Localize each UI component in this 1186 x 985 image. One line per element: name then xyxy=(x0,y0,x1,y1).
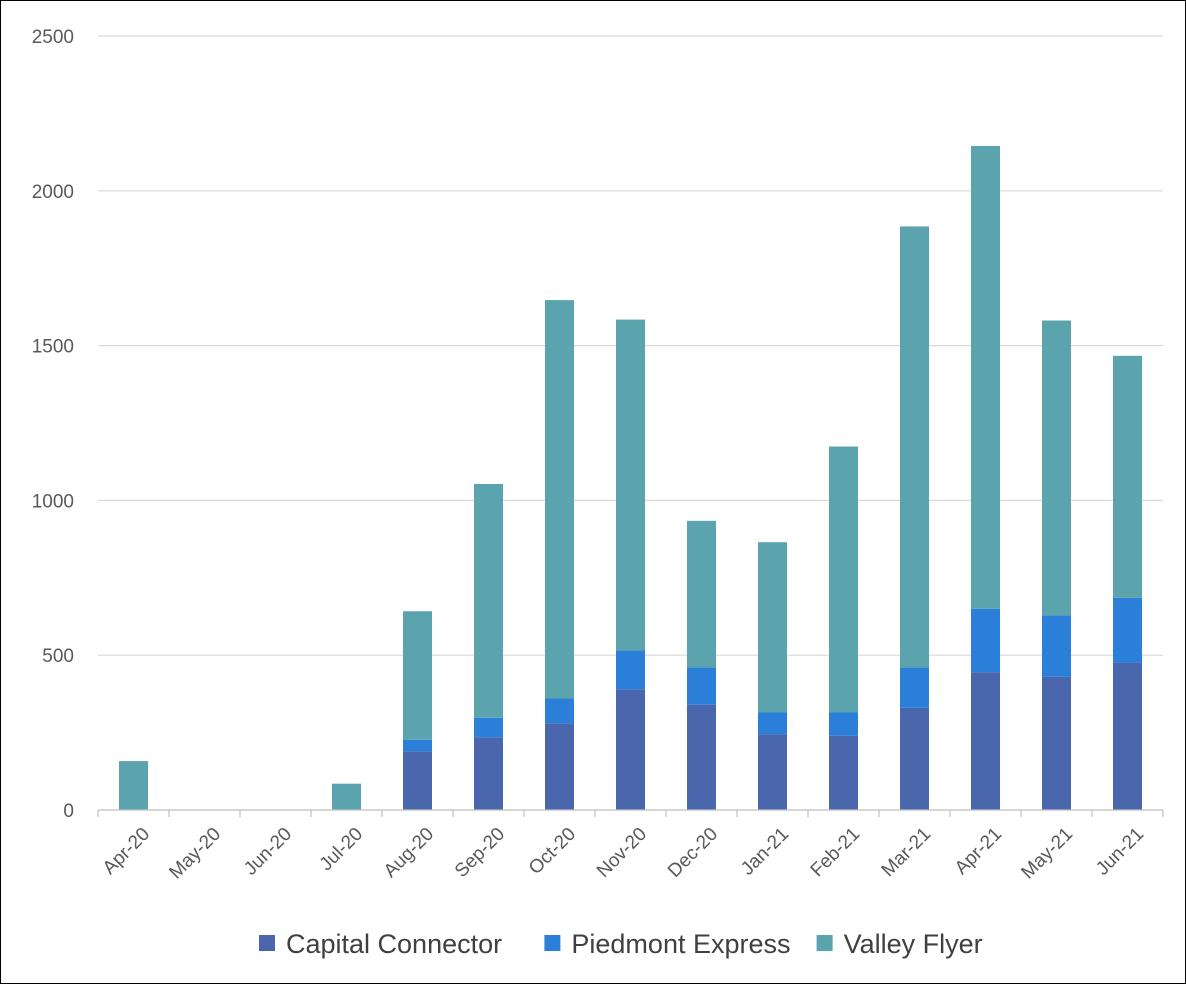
legend-swatch xyxy=(544,935,561,951)
y-tick-label: 1500 xyxy=(32,337,74,358)
bar-segment xyxy=(971,608,1000,673)
bar-segment xyxy=(829,712,858,736)
legend-item: Piedmont Express xyxy=(544,929,791,959)
y-axis-tick-labels: 0 500 1000 1500 2000 2500 xyxy=(32,27,74,822)
bar-segment xyxy=(1113,662,1142,810)
bar-segment xyxy=(900,667,929,708)
bar-segment xyxy=(545,300,574,699)
bar-segment xyxy=(971,672,1000,810)
y-tick-label: 500 xyxy=(42,646,74,667)
bar-segment xyxy=(474,717,503,738)
bar-segment xyxy=(474,483,503,718)
x-tick-label: May-20 xyxy=(165,824,225,884)
bar-segment xyxy=(900,226,929,668)
y-tick-label: 1000 xyxy=(32,491,74,512)
y-tick-label: 0 xyxy=(63,801,74,822)
bar-segment xyxy=(758,734,787,810)
bar-segment xyxy=(616,319,645,651)
bar-segment xyxy=(687,704,716,810)
bar-segment xyxy=(403,751,432,810)
bar-segment xyxy=(403,611,432,740)
bar-segment xyxy=(119,761,148,810)
bars xyxy=(119,145,1142,810)
bar-segment xyxy=(1113,355,1142,598)
bar-segment xyxy=(545,698,574,724)
bar-segment xyxy=(1042,320,1071,616)
bar-segment xyxy=(758,542,787,713)
bar-segment xyxy=(687,667,716,705)
bar-segment xyxy=(616,689,645,810)
x-tick-label: Jun-20 xyxy=(240,824,296,880)
x-tick-label: Jan-21 xyxy=(737,824,793,880)
x-tick-label: Aug-20 xyxy=(380,824,438,882)
x-tick-label: Dec-20 xyxy=(664,824,722,882)
bar-segment xyxy=(1113,597,1142,663)
legend-label: Piedmont Express xyxy=(571,929,790,959)
bar-segment xyxy=(1042,615,1071,677)
x-axis-tick-labels: Apr-20 May-20 Jun-20 Jul-20 Aug-20 Sep-20 Oct-… xyxy=(99,824,1148,884)
bar-segment xyxy=(545,723,574,810)
legend-label: Valley Flyer xyxy=(844,929,983,959)
x-axis xyxy=(97,809,1164,817)
x-tick-label: Oct-20 xyxy=(525,824,580,879)
bar-segment xyxy=(829,446,858,713)
x-tick-label: Jul-20 xyxy=(316,824,367,875)
x-tick-label: Apr-20 xyxy=(99,824,154,879)
legend-swatch xyxy=(259,935,275,951)
bar-segment xyxy=(758,712,787,735)
bar-segment xyxy=(474,737,503,810)
bar-segment xyxy=(616,650,645,690)
x-tick-label: Sep-20 xyxy=(451,824,509,882)
bar-segment xyxy=(829,735,858,810)
y-tick-label: 2000 xyxy=(32,182,74,203)
x-tick-label: May-21 xyxy=(1017,824,1077,884)
legend-label: Capital Connector xyxy=(286,929,502,959)
bar-segment xyxy=(403,739,432,752)
x-tick-label: Jun-21 xyxy=(1092,824,1148,880)
x-tick-label: Nov-20 xyxy=(593,824,651,882)
x-tick-label: Mar-21 xyxy=(878,824,935,881)
x-tick-label: Feb-21 xyxy=(807,824,864,881)
legend-swatch xyxy=(816,935,833,951)
legend: Capital Connector Piedmont Express Valley … xyxy=(259,929,983,959)
bar-segment xyxy=(1042,676,1071,810)
x-tick-label: Apr-21 xyxy=(951,824,1006,879)
bar-segment xyxy=(687,520,716,668)
legend-item: Valley Flyer xyxy=(816,929,983,959)
bar-segment xyxy=(332,783,361,810)
bar-segment xyxy=(971,145,1000,609)
bar-segment xyxy=(900,707,929,810)
legend-item: Capital Connector xyxy=(259,929,502,959)
y-tick-label: 2500 xyxy=(32,27,74,48)
